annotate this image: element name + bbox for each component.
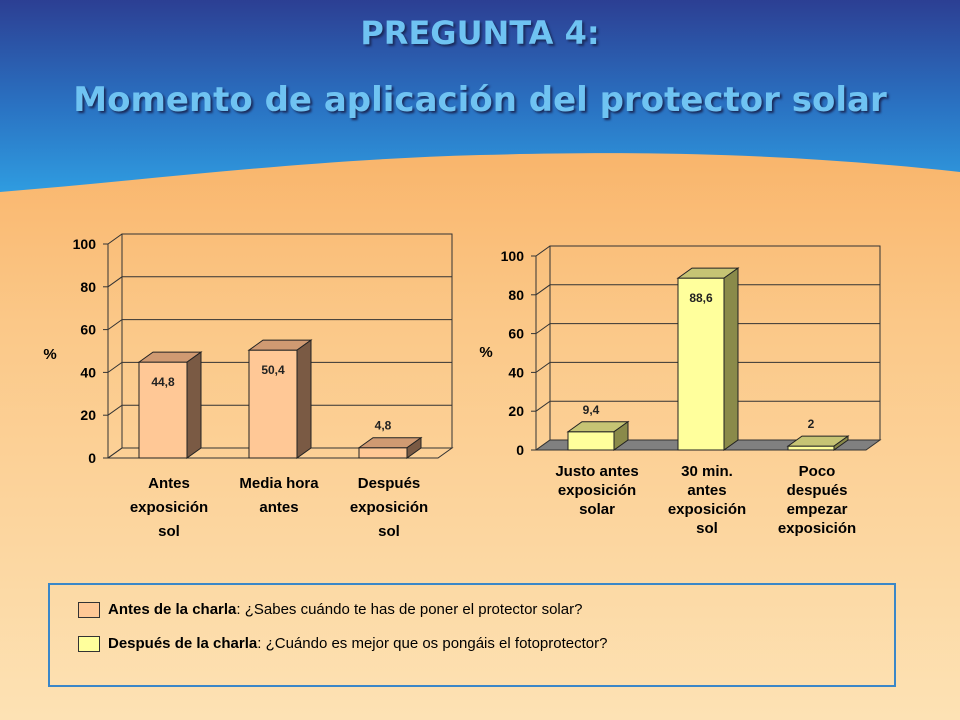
gridline bbox=[107, 233, 452, 245]
data-label: 9,4 bbox=[583, 403, 600, 417]
gridline bbox=[107, 361, 452, 373]
data-label: 4,8 bbox=[375, 419, 392, 433]
y-tick-label: 20 bbox=[80, 407, 96, 423]
x-tick-label: empezar bbox=[787, 501, 848, 518]
bar-side bbox=[613, 420, 629, 451]
data-label: 2 bbox=[808, 417, 815, 431]
legend-swatch-after bbox=[78, 635, 100, 652]
x-tick-label: después bbox=[787, 482, 848, 499]
data-label: 50,4 bbox=[261, 363, 285, 377]
gridline bbox=[107, 276, 452, 288]
gridline bbox=[107, 319, 452, 331]
legend-item-before: Antes de la charla : ¿Sabes cuándo te ha… bbox=[78, 601, 582, 618]
x-tick-label: sol bbox=[158, 523, 180, 540]
chart-after: 0 20 40 60 80 100% 9,4 Justo antes exposición sol… bbox=[479, 245, 882, 537]
legend-swatch-before bbox=[78, 601, 100, 618]
y-tick-label: 80 bbox=[80, 279, 96, 295]
x-tick-label: antes bbox=[687, 482, 726, 499]
x-tick-label: sol bbox=[696, 520, 718, 537]
x-tick-label: 30 min. bbox=[681, 463, 733, 480]
gridline bbox=[107, 404, 452, 416]
x-tick-label: Después bbox=[358, 475, 421, 492]
chart-floor bbox=[106, 447, 454, 459]
x-tick-label: exposición bbox=[558, 482, 636, 499]
y-axis-label: % bbox=[479, 344, 492, 361]
data-label: 88,6 bbox=[689, 291, 713, 305]
gridline bbox=[535, 361, 880, 373]
x-tick-label: Poco bbox=[799, 463, 836, 480]
x-tick-label: Antes bbox=[148, 475, 190, 492]
bar bbox=[567, 431, 615, 451]
gridline bbox=[535, 323, 880, 335]
y-tick-label: 100 bbox=[501, 248, 525, 264]
x-tick-label: Media hora bbox=[239, 475, 319, 492]
x-tick-label: Justo antes bbox=[555, 463, 638, 480]
x-tick-label: antes bbox=[259, 499, 298, 516]
y-tick-label: 20 bbox=[508, 403, 524, 419]
legend-item-after: Después de la charla : ¿Cuándo es mejor … bbox=[78, 635, 607, 652]
bar-side bbox=[833, 435, 849, 451]
y-tick-label: 0 bbox=[516, 442, 524, 458]
x-tick-label: exposición bbox=[350, 499, 428, 516]
x-tick-label: exposición bbox=[778, 520, 856, 537]
chart-before: 0 20 40 60 80 100% 44,8 Antes exposición sol 50,4 M… bbox=[43, 233, 454, 540]
y-tick-label: 80 bbox=[508, 287, 524, 303]
bar-side bbox=[296, 339, 312, 459]
page-title: PREGUNTA 4: bbox=[360, 14, 600, 52]
gridline bbox=[535, 284, 880, 296]
y-tick-label: 60 bbox=[508, 326, 524, 342]
gridline bbox=[535, 400, 880, 412]
y-tick-label: 0 bbox=[88, 450, 96, 466]
bar-side bbox=[406, 436, 422, 459]
legend: Antes de la charla : ¿Sabes cuándo te ha… bbox=[48, 583, 896, 687]
x-tick-label: exposición bbox=[130, 499, 208, 516]
x-tick-label: solar bbox=[579, 501, 615, 518]
bar bbox=[248, 349, 298, 459]
bar bbox=[138, 361, 188, 459]
y-tick-label: 40 bbox=[80, 364, 96, 380]
legend-name: Antes de la charla bbox=[108, 601, 237, 618]
y-axis-label: % bbox=[43, 346, 56, 363]
x-tick-label: sol bbox=[378, 523, 400, 540]
gridline bbox=[535, 245, 880, 257]
data-label: 44,8 bbox=[151, 375, 175, 389]
y-tick-label: 40 bbox=[508, 364, 524, 380]
legend-name: Después de la charla bbox=[108, 635, 258, 652]
bar-side bbox=[186, 351, 202, 459]
y-tick-label: 60 bbox=[80, 322, 96, 338]
legend-text: : ¿Cuándo es mejor que os pongáis el fot… bbox=[257, 635, 608, 652]
bar-side bbox=[723, 267, 739, 451]
x-tick-label: exposición bbox=[668, 501, 746, 518]
legend-text: : ¿Sabes cuándo te has de poner el prote… bbox=[236, 601, 583, 618]
page-subtitle: Momento de aplicación del protector sola… bbox=[73, 80, 887, 120]
bar bbox=[358, 447, 408, 459]
y-tick-label: 100 bbox=[73, 236, 97, 252]
bar bbox=[787, 445, 835, 451]
